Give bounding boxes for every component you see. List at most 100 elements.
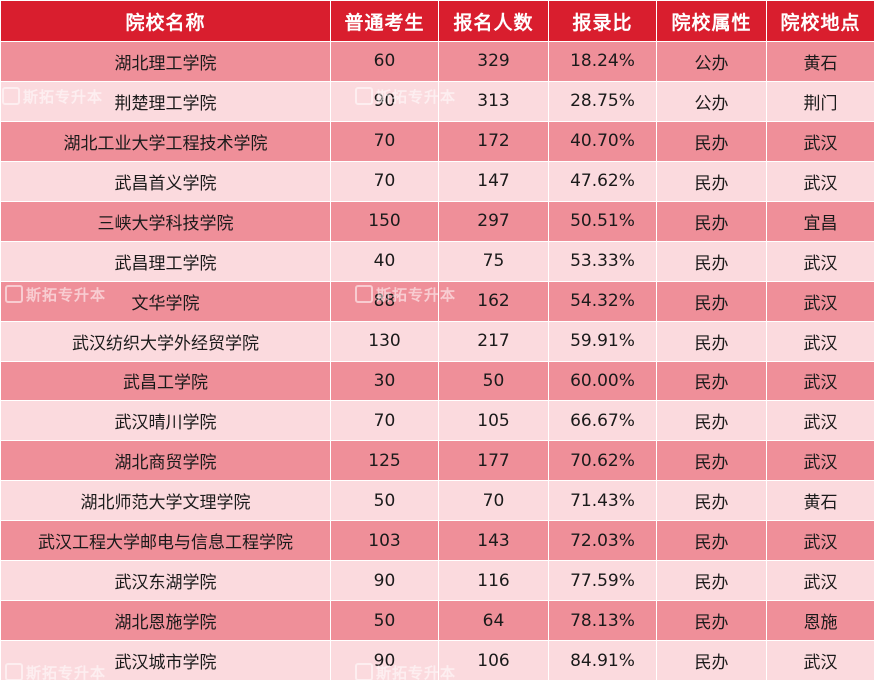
- regular-candidates-cell: 125: [331, 441, 439, 481]
- regular-candidates-cell: 30: [331, 361, 439, 401]
- school-name-cell: 文华学院: [1, 281, 331, 321]
- applicants-cell: 313: [439, 81, 549, 121]
- school-name-cell: 湖北师范大学文理学院: [1, 481, 331, 521]
- applicants-cell: 162: [439, 281, 549, 321]
- applicants-cell: 105: [439, 401, 549, 441]
- applicants-cell: 329: [439, 42, 549, 82]
- applicants-cell: 116: [439, 561, 549, 601]
- school-name-cell: 湖北理工学院: [1, 42, 331, 82]
- applicants-cell: 147: [439, 161, 549, 201]
- admission-ratio-cell: 40.70%: [549, 121, 657, 161]
- school-location-cell: 黄石: [767, 42, 874, 82]
- admission-ratio-cell: 71.43%: [549, 481, 657, 521]
- school-name-cell: 武汉工程大学邮电与信息工程学院: [1, 521, 331, 561]
- admission-ratio-cell: 70.62%: [549, 441, 657, 481]
- regular-candidates-cell: 90: [331, 641, 439, 681]
- school-location-cell: 武汉: [767, 361, 874, 401]
- admission-ratio-cell: 53.33%: [549, 241, 657, 281]
- school-name-cell: 武汉东湖学院: [1, 561, 331, 601]
- applicants-cell: 143: [439, 521, 549, 561]
- school-name-cell: 荆楚理工学院: [1, 81, 331, 121]
- school-type-cell: 民办: [657, 481, 767, 521]
- table-header: 院校名称 普通考生 报名人数 报录比 院校属性 院校地点: [1, 1, 874, 42]
- regular-candidates-cell: 60: [331, 42, 439, 82]
- header-school-type: 院校属性: [657, 1, 767, 42]
- applicants-cell: 75: [439, 241, 549, 281]
- school-type-cell: 民办: [657, 161, 767, 201]
- header-school-location: 院校地点: [767, 1, 874, 42]
- admission-ratio-cell: 78.13%: [549, 601, 657, 641]
- applicants-cell: 106: [439, 641, 549, 681]
- school-location-cell: 武汉: [767, 161, 874, 201]
- school-type-cell: 公办: [657, 81, 767, 121]
- school-type-cell: 民办: [657, 441, 767, 481]
- regular-candidates-cell: 90: [331, 81, 439, 121]
- admission-ratio-cell: 28.75%: [549, 81, 657, 121]
- regular-candidates-cell: 70: [331, 401, 439, 441]
- school-type-cell: 民办: [657, 241, 767, 281]
- applicants-cell: 172: [439, 121, 549, 161]
- admission-ratio-cell: 47.62%: [549, 161, 657, 201]
- school-location-cell: 武汉: [767, 521, 874, 561]
- regular-candidates-cell: 70: [331, 161, 439, 201]
- school-type-cell: 民办: [657, 201, 767, 241]
- applicants-cell: 177: [439, 441, 549, 481]
- school-location-cell: 武汉: [767, 121, 874, 161]
- school-location-cell: 武汉: [767, 641, 874, 681]
- school-type-cell: 民办: [657, 601, 767, 641]
- regular-candidates-cell: 50: [331, 601, 439, 641]
- admission-ratio-cell: 72.03%: [549, 521, 657, 561]
- regular-candidates-cell: 40: [331, 241, 439, 281]
- school-name-cell: 湖北恩施学院: [1, 601, 331, 641]
- admission-ratio-cell: 60.00%: [549, 361, 657, 401]
- header-row: 院校名称 普通考生 报名人数 报录比 院校属性 院校地点: [1, 1, 874, 42]
- admission-ratio-cell: 54.32%: [549, 281, 657, 321]
- school-type-cell: 民办: [657, 121, 767, 161]
- admission-ratio-cell: 18.24%: [549, 42, 657, 82]
- school-type-cell: 民办: [657, 401, 767, 441]
- regular-candidates-cell: 70: [331, 121, 439, 161]
- school-name-cell: 武汉城市学院: [1, 641, 331, 681]
- header-applicants: 报名人数: [439, 1, 549, 42]
- school-location-cell: 武汉: [767, 561, 874, 601]
- school-name-cell: 武汉纺织大学外经贸学院: [1, 321, 331, 361]
- school-location-cell: 武汉: [767, 401, 874, 441]
- school-type-cell: 民办: [657, 281, 767, 321]
- school-name-cell: 三峡大学科技学院: [1, 201, 331, 241]
- applicants-cell: 217: [439, 321, 549, 361]
- school-type-cell: 公办: [657, 42, 767, 82]
- regular-candidates-cell: 103: [331, 521, 439, 561]
- regular-candidates-cell: 90: [331, 561, 439, 601]
- school-name-cell: 武昌理工学院: [1, 241, 331, 281]
- regular-candidates-cell: 88: [331, 281, 439, 321]
- applicants-cell: 297: [439, 201, 549, 241]
- school-location-cell: 武汉: [767, 241, 874, 281]
- admission-ratio-cell: 77.59%: [549, 561, 657, 601]
- header-school-name: 院校名称: [1, 1, 331, 42]
- school-name-cell: 武汉晴川学院: [1, 401, 331, 441]
- regular-candidates-cell: 150: [331, 201, 439, 241]
- header-admission-ratio: 报录比: [549, 1, 657, 42]
- admission-ratio-cell: 66.67%: [549, 401, 657, 441]
- school-name-cell: 湖北工业大学工程技术学院: [1, 121, 331, 161]
- school-type-cell: 民办: [657, 321, 767, 361]
- applicants-cell: 50: [439, 361, 549, 401]
- school-location-cell: 宜昌: [767, 201, 874, 241]
- regular-candidates-cell: 130: [331, 321, 439, 361]
- school-location-cell: 武汉: [767, 321, 874, 361]
- school-name-cell: 湖北商贸学院: [1, 441, 331, 481]
- school-name-cell: 武昌首义学院: [1, 161, 331, 201]
- school-type-cell: 民办: [657, 521, 767, 561]
